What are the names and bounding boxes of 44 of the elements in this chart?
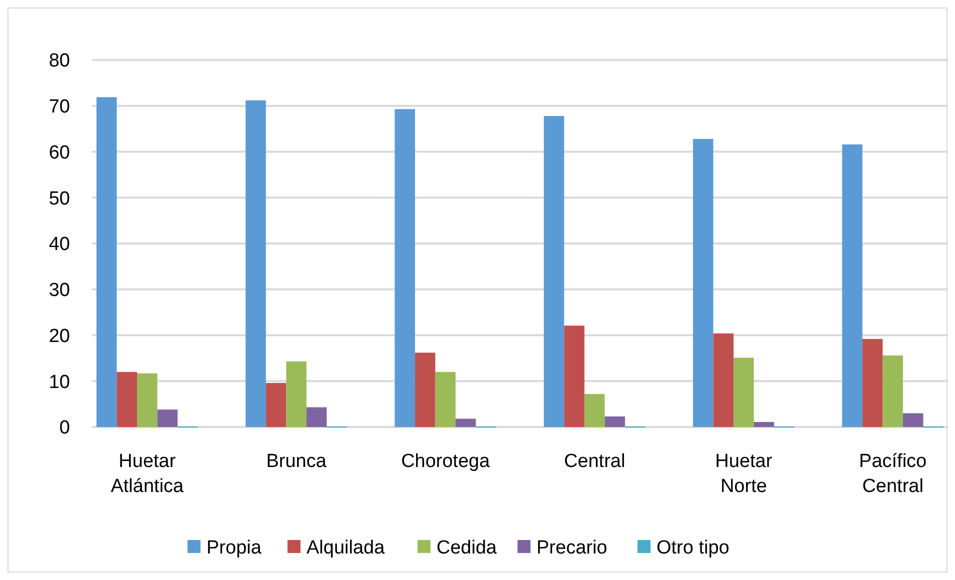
bar [754,422,774,427]
y-tick-label: 0 [59,418,70,439]
bar [137,373,158,427]
bar [286,361,306,427]
y-tick-label: 80 [48,50,70,72]
y-tick-label: 40 [48,234,70,256]
bar [435,372,456,427]
bar [544,116,564,427]
x-tick-label: Pacífico Central [859,451,927,497]
bar [394,109,416,427]
bar [564,326,584,427]
y-tick-label: 60 [48,142,70,164]
bar [604,416,625,427]
bar [266,382,286,427]
legend-label: Cedida [436,538,498,559]
y-tick-label: 50 [48,188,70,210]
legend-label: Alquilada [306,538,386,559]
bar [862,338,883,427]
y-tick-label: 10 [48,372,70,393]
y-tick-label: 30 [48,280,70,302]
bar [96,97,117,427]
x-tick-label: Chorotega [401,451,490,472]
bar [246,100,266,427]
bar [713,333,734,427]
bar [415,352,436,427]
bar [157,410,178,427]
legend-label: Otro tipo [656,538,730,559]
y-tick-label: 70 [48,96,70,118]
bar [584,394,605,427]
x-tick-label: Brunca [266,451,327,472]
x-tick-label: Huetar Norte [715,451,773,497]
bar [734,358,754,427]
bar [116,372,138,427]
bar [882,355,903,427]
bar [902,413,924,427]
legend-label: Propia [206,538,262,559]
x-tick-label: Central [564,451,626,472]
bar [456,418,476,427]
x-tick-label: Huetar Atlántica [110,451,184,497]
bar [306,407,327,427]
legend-label: Precario [536,538,608,559]
bar [692,138,714,427]
y-tick-label: 20 [48,326,70,347]
bar [842,144,862,427]
